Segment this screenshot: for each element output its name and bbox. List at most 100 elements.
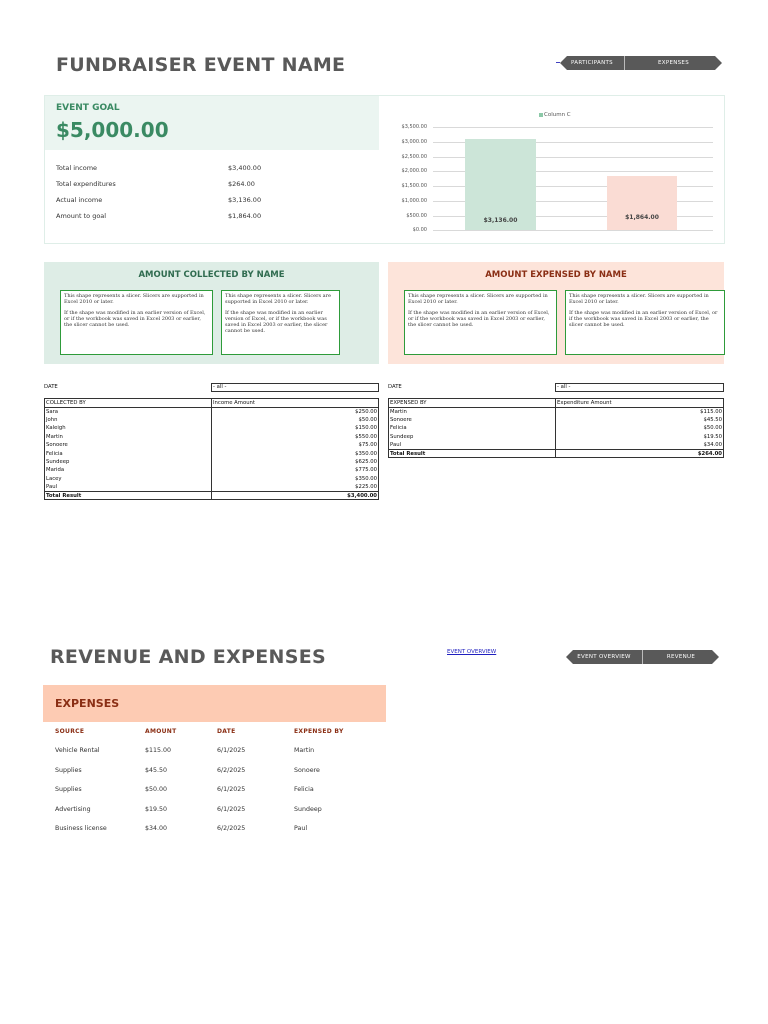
expensed-slicer-1[interactable]: This shape represents a slicer. Slicers …: [404, 290, 557, 355]
row-name: Lacey: [46, 475, 62, 482]
date-filter-dropdown[interactable]: - all -: [211, 382, 379, 392]
cell-expensed-by: Sundeep: [294, 805, 322, 813]
legend-label: Column C: [544, 112, 571, 118]
cell-expensed-by: Paul: [294, 825, 308, 832]
row-amount: $115.00: [555, 407, 724, 416]
expense-table: EXPENSED BY Expenditure Amount Martin $11…: [388, 398, 724, 459]
row-name: Sonoere: [46, 442, 68, 449]
nav-revenue-label: REVENUE: [666, 654, 696, 660]
table-row: Sonoere $75.00: [45, 441, 379, 450]
stat-total-income: Total income $3,400.00: [56, 164, 261, 180]
panel-title: AMOUNT EXPENSED BY NAME: [485, 270, 627, 280]
table-row: Sonoere $45.50: [389, 415, 724, 425]
column-header: COLLECTED BY: [44, 398, 212, 408]
gridline: [433, 157, 713, 158]
expensed-slicer-2[interactable]: This shape represents a slicer. Slicers …: [565, 290, 725, 355]
goal-header: EVENT GOAL $5,000.00: [45, 96, 379, 150]
column-header: DATE: [217, 728, 236, 735]
event-overview-link[interactable]: EVENT OVERVIEW: [447, 649, 497, 655]
gridline: [433, 186, 713, 187]
slicer-text: This shape represents a slicer. Slicers …: [225, 293, 332, 306]
nav-expenses-button[interactable]: EXPENSES: [624, 56, 722, 70]
income-pivot-table: DATE - all - COLLECTED BY Income Amount …: [44, 382, 379, 501]
cell-amount: $45.50: [145, 766, 168, 774]
filter-label: DATE: [44, 384, 58, 390]
column-header: SOURCE: [55, 728, 85, 735]
column-header: Income Amount: [211, 398, 379, 408]
row-name: Marida: [46, 467, 65, 474]
filter-value: - all -: [557, 384, 571, 390]
slicer-text: This shape represents a slicer. Slicers …: [569, 293, 709, 306]
column-header: EXPENSED BY: [388, 398, 556, 408]
row-amount: $625.00: [211, 457, 379, 467]
column-header: EXPENSED BY: [294, 728, 344, 735]
nav-revenue-button[interactable]: REVENUE: [642, 650, 719, 664]
income-table: COLLECTED BY Income Amount Sara $250.00 J…: [44, 398, 379, 501]
y-tick: $1,000.00: [401, 198, 427, 204]
stat-label: Total expenditures: [56, 180, 116, 188]
gridline: [433, 142, 713, 143]
y-tick: $3,500.00: [401, 124, 427, 130]
stat-value: $1,864.00: [228, 212, 262, 220]
cell-date: 6/1/2025: [217, 747, 246, 754]
row-amount: $150.00: [211, 424, 379, 433]
date-filter-dropdown[interactable]: - all -: [555, 382, 724, 392]
cell-expensed-by: Sonoere: [294, 766, 320, 774]
nav-event-overview-button[interactable]: EVENT OVERVIEW: [566, 650, 642, 664]
y-tick: $2,500.00: [401, 154, 427, 160]
row-amount: $50.00: [555, 424, 724, 433]
cell-amount: $50.00: [145, 786, 168, 793]
bar-actual-income[interactable]: $3,136.00: [465, 139, 536, 230]
expenses-header-row: SOURCE AMOUNT DATE EXPENSED BY: [55, 728, 385, 742]
cell-date: 6/1/2025: [217, 805, 246, 813]
total-row: Total Result $264.00: [388, 448, 724, 459]
cell-date: 6/1/2025: [217, 786, 246, 793]
filter-value: - all -: [213, 384, 227, 390]
collected-slicer-1[interactable]: This shape represents a slicer. Slicers …: [60, 290, 213, 355]
row-name: Martin: [46, 433, 63, 440]
cell-source: Advertising: [55, 805, 91, 813]
gridline: [433, 201, 713, 202]
nav-participants-label: PARTICIPANTS: [571, 60, 613, 66]
table-row: John $50.00: [45, 415, 379, 425]
row-amount: $350.00: [211, 449, 379, 458]
table-row: Lacey $350.00: [45, 474, 379, 484]
table-header: COLLECTED BY Income Amount: [44, 398, 379, 408]
total-label: Total Result: [44, 490, 212, 501]
row-name: Felicia: [46, 450, 63, 457]
cell-source: Business license: [55, 825, 107, 832]
y-tick: $3,000.00: [401, 139, 427, 145]
collected-slicer-2[interactable]: This shape represents a slicer. Slicers …: [221, 290, 340, 355]
nav-participants-button[interactable]: PARTICIPANTS: [560, 56, 624, 70]
stat-value: $3,136.00: [228, 196, 262, 204]
row-amount: $34.00: [555, 441, 724, 450]
row-amount: $45.50: [555, 415, 724, 425]
y-tick: $500.00: [406, 213, 427, 219]
row-amount: $75.00: [211, 441, 379, 450]
legend-swatch-icon: [539, 113, 543, 117]
table-row: Supplies $45.50 6/2/2025 Sonoere: [55, 767, 385, 787]
table-row: Marida $775.00: [45, 466, 379, 475]
nav-expenses-label: EXPENSES: [657, 60, 689, 66]
cell-amount: $19.50: [145, 805, 168, 813]
row-name: Paul: [390, 442, 402, 448]
goal-chart[interactable]: Column C $3,500.00 $3,000.00 $2,500.00 $…: [393, 106, 718, 238]
page-title: FUNDRAISER EVENT NAME: [56, 54, 346, 76]
cell-date: 6/2/2025: [217, 825, 246, 832]
bar-label: $1,864.00: [625, 214, 659, 221]
row-amount: $775.00: [211, 466, 379, 475]
row-name: Sonoere: [390, 417, 412, 424]
slicer-text: If the shape was modified in an earlier …: [408, 309, 550, 329]
date-filter-row: DATE - all -: [44, 382, 379, 392]
row-amount: $350.00: [211, 474, 379, 484]
gridline: [433, 127, 713, 128]
hidden-link[interactable]: [556, 57, 560, 63]
bar-amount-to-goal[interactable]: $1,864.00: [607, 176, 677, 230]
cell-date: 6/2/2025: [217, 766, 246, 774]
row-amount: $225.00: [211, 483, 379, 492]
expensed-by-name-panel: AMOUNT EXPENSED BY NAME This shape repre…: [388, 262, 725, 364]
table-row: Martin $115.00: [389, 407, 724, 416]
column-header: AMOUNT: [145, 728, 177, 735]
y-tick: $2,000.00: [401, 168, 427, 174]
total-value: $264.00: [555, 448, 724, 459]
